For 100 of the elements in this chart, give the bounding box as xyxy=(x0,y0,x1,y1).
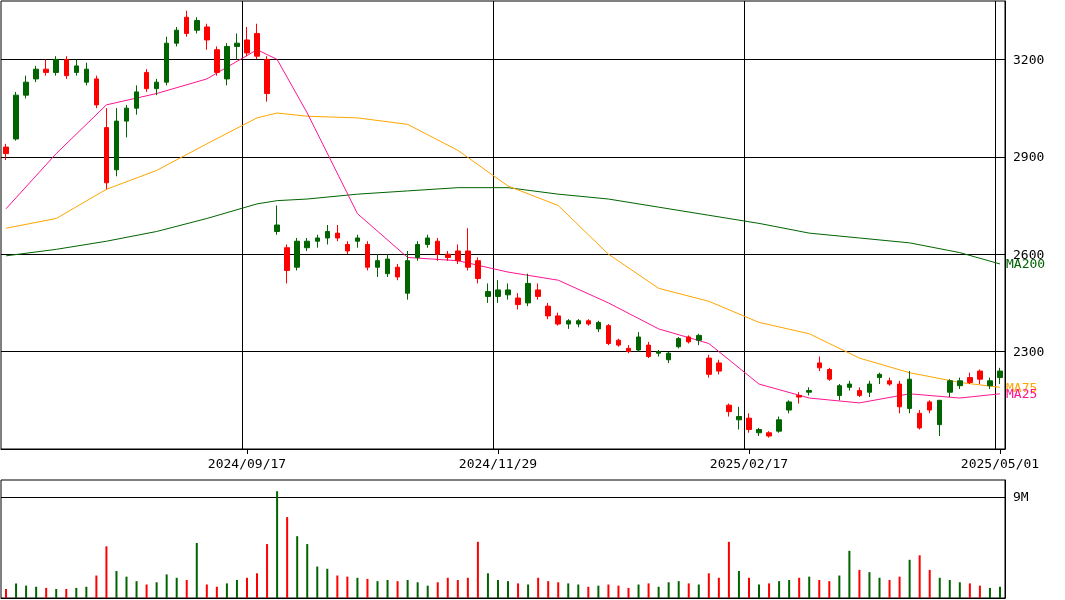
candlestick xyxy=(716,359,722,375)
candlestick xyxy=(234,32,240,60)
bar xyxy=(235,580,238,598)
bar xyxy=(215,586,218,598)
bar xyxy=(697,584,700,598)
candlestick xyxy=(355,234,360,249)
y-tick-label: 2900 xyxy=(1013,149,1045,165)
candlestick xyxy=(686,334,691,344)
candlestick xyxy=(736,406,742,431)
bar xyxy=(998,586,1001,598)
bar xyxy=(25,585,28,598)
bar xyxy=(65,589,68,598)
candlestick xyxy=(325,224,330,245)
bar xyxy=(95,575,98,598)
candlestick xyxy=(606,323,611,346)
candlestick xyxy=(485,282,491,304)
bar xyxy=(356,577,359,598)
bar xyxy=(647,583,650,598)
candlestick xyxy=(154,78,159,96)
candlestick xyxy=(104,107,109,190)
candlestick xyxy=(525,273,531,307)
candlestick xyxy=(827,367,832,382)
candlestick xyxy=(897,380,902,414)
bar xyxy=(416,582,419,598)
bar xyxy=(898,576,901,598)
x-tick-label: 2025/02/17 xyxy=(709,456,789,471)
bar xyxy=(818,580,821,598)
bar xyxy=(888,580,891,598)
bar xyxy=(657,586,660,598)
candlestick xyxy=(124,104,129,138)
bar xyxy=(135,581,138,598)
bar xyxy=(567,583,570,598)
candlestick xyxy=(806,386,812,396)
bar xyxy=(978,585,981,598)
bar xyxy=(105,546,108,598)
bar xyxy=(527,584,530,598)
candlestick xyxy=(385,253,390,278)
bar xyxy=(225,583,228,598)
x-tick-label: 2024/11/29 xyxy=(458,456,538,471)
bar xyxy=(617,585,620,598)
bar xyxy=(45,587,48,598)
candlestick xyxy=(977,368,983,385)
candlestick xyxy=(756,427,762,437)
bar xyxy=(336,575,339,598)
bar xyxy=(476,541,479,598)
candlestick xyxy=(435,237,440,262)
candlestick xyxy=(345,240,350,255)
candlestick xyxy=(43,58,49,77)
bar xyxy=(928,569,931,598)
bar xyxy=(577,584,580,598)
bar xyxy=(747,577,750,598)
bar xyxy=(175,577,178,598)
candlestick xyxy=(706,354,712,379)
bar xyxy=(115,571,118,598)
candlestick xyxy=(144,68,149,93)
y-tick-label: 3200 xyxy=(1013,51,1045,67)
candlestick xyxy=(214,45,220,77)
candlestick xyxy=(857,386,862,398)
line-series xyxy=(5,49,1001,404)
bar xyxy=(908,559,911,598)
candlestick xyxy=(74,58,79,77)
bar xyxy=(386,580,389,598)
candlestick xyxy=(535,282,541,301)
candlestick xyxy=(244,26,250,57)
bar xyxy=(376,581,379,598)
bar xyxy=(205,584,208,598)
candlestick xyxy=(947,378,953,398)
bar xyxy=(75,587,78,598)
candlestick xyxy=(646,341,651,359)
bar xyxy=(758,584,761,598)
candlestick xyxy=(817,355,822,372)
bar xyxy=(466,577,469,598)
candlestick xyxy=(917,409,922,431)
bar xyxy=(266,544,269,598)
bar xyxy=(55,589,58,598)
candlestick xyxy=(837,383,842,401)
candlestick xyxy=(626,344,631,354)
candlestick xyxy=(997,367,1003,385)
candlestick xyxy=(566,318,571,330)
candlestick xyxy=(726,403,732,418)
candlestick xyxy=(84,62,89,86)
candlestick xyxy=(887,377,892,387)
bar xyxy=(587,586,590,598)
candlestick xyxy=(967,372,973,385)
candlestick xyxy=(586,318,591,327)
candlestick xyxy=(64,55,69,80)
bar xyxy=(366,578,369,598)
candlestick xyxy=(425,234,430,249)
candlestick xyxy=(445,250,451,262)
bar xyxy=(768,583,771,598)
candlestick xyxy=(636,331,641,353)
bar xyxy=(677,581,680,598)
bar xyxy=(788,580,791,598)
bar xyxy=(868,572,871,598)
candlestick xyxy=(94,75,99,109)
candlestick xyxy=(927,399,932,414)
bar xyxy=(326,568,329,598)
candlestick xyxy=(465,227,471,271)
candlestick xyxy=(174,26,179,47)
bar xyxy=(778,581,781,598)
